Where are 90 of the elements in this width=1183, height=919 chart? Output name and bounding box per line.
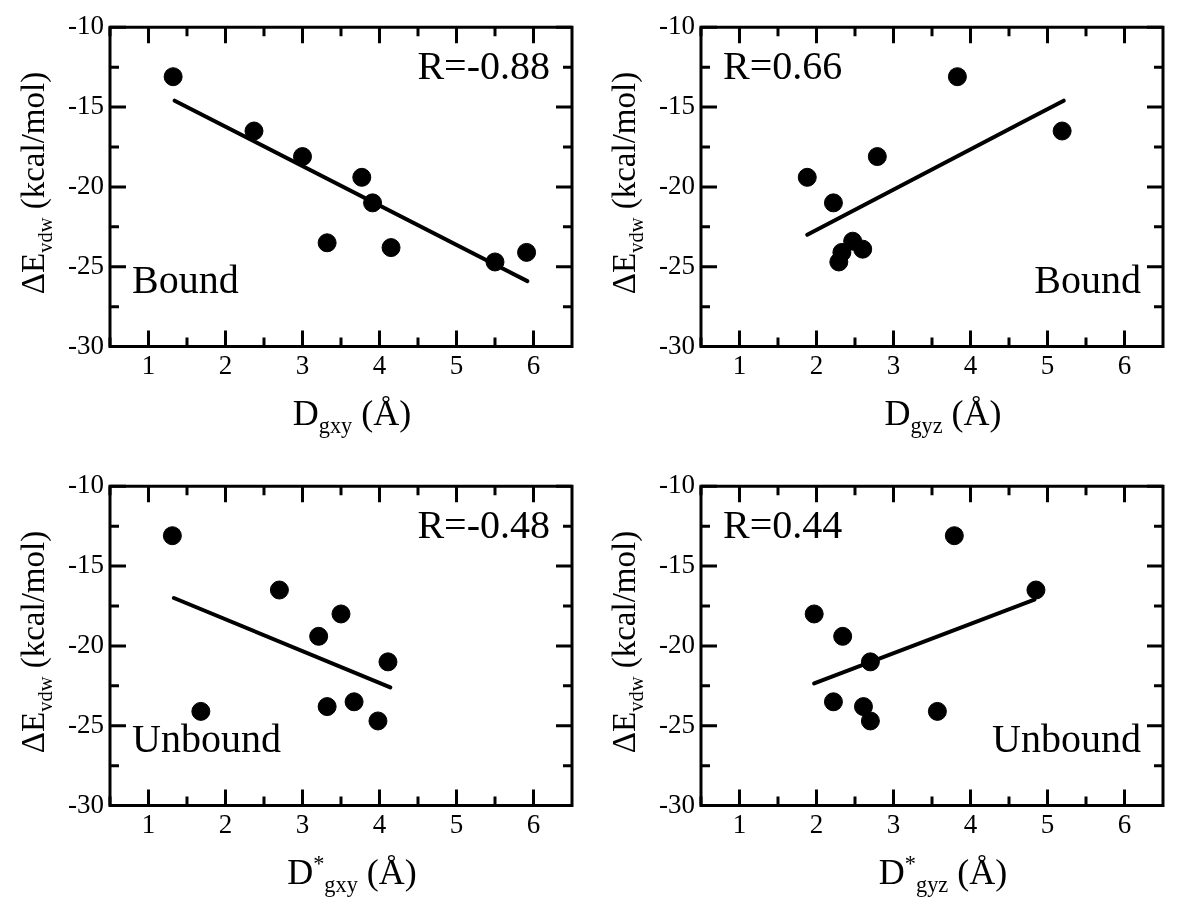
x-tick-label: 6 <box>526 349 541 380</box>
point <box>853 239 873 259</box>
x-tick-label: 6 <box>526 808 541 839</box>
y-tick-label: -15 <box>67 549 104 580</box>
point <box>381 238 401 258</box>
y-tick-label: -10 <box>658 469 695 500</box>
point <box>378 652 398 672</box>
y-tick-label: -20 <box>658 169 695 200</box>
point <box>368 711 388 731</box>
x-tick-label: 1 <box>141 808 156 839</box>
y-tick-label: -30 <box>658 329 695 360</box>
point <box>833 626 853 646</box>
annotation: Bound <box>1034 257 1141 303</box>
annotation: R=-0.48 <box>417 502 550 548</box>
y-tick-label: -20 <box>658 628 695 659</box>
point <box>317 233 337 253</box>
y-tick-label: -20 <box>67 169 104 200</box>
point <box>944 526 964 546</box>
point <box>162 526 182 546</box>
y-tick-label: -15 <box>658 90 695 121</box>
x-tick-label: 3 <box>295 349 310 380</box>
annotation: Bound <box>131 257 239 303</box>
point <box>804 604 824 624</box>
x-axis-title: D$_{gxy}$ (Å) <box>292 392 412 440</box>
point <box>293 147 312 167</box>
y-tick-label: -30 <box>658 788 695 819</box>
annotation: R=0.66 <box>722 43 843 89</box>
point <box>1026 580 1046 600</box>
x-tick-label: 1 <box>732 808 747 839</box>
point <box>927 701 947 721</box>
y-tick-label: -25 <box>658 249 695 280</box>
y-tick-label: -25 <box>658 708 695 739</box>
point <box>823 692 843 712</box>
x-tick-label: 3 <box>886 808 901 839</box>
x-tick-label: 2 <box>218 349 233 380</box>
y-tick-label: -10 <box>67 10 104 41</box>
x-tick-label: 5 <box>449 349 464 380</box>
x-axis-title: D$^{*}$$_{gyz}$ (Å) <box>878 851 1008 899</box>
point <box>853 697 873 717</box>
point <box>352 167 372 187</box>
annotation: R=0.44 <box>722 502 843 548</box>
point <box>269 580 289 600</box>
point <box>867 147 887 167</box>
x-axis-title: D$_{gyz}$ (Å) <box>884 392 1002 440</box>
point <box>485 252 505 272</box>
y-tick-label: -30 <box>67 788 104 819</box>
y-tick-label: -20 <box>67 628 104 659</box>
point <box>517 242 537 262</box>
x-tick-label: 5 <box>1040 349 1055 380</box>
x-tick-label: 6 <box>1117 808 1132 839</box>
y-tick-label: -10 <box>67 469 104 500</box>
point <box>331 604 351 624</box>
x-tick-label: 6 <box>1117 349 1132 380</box>
x-tick-label: 1 <box>141 349 156 380</box>
point <box>344 692 364 712</box>
x-tick-label: 4 <box>963 349 978 380</box>
x-tick-label: 4 <box>372 349 387 380</box>
x-tick-label: 5 <box>449 808 464 839</box>
y-tick-label: -30 <box>67 329 104 360</box>
x-tick-label: 3 <box>295 808 310 839</box>
x-tick-label: 4 <box>372 808 387 839</box>
annotation: Unbound <box>992 716 1141 762</box>
point <box>947 67 967 87</box>
point <box>163 67 183 87</box>
y-tick-label: -10 <box>658 10 695 41</box>
point <box>797 167 817 187</box>
x-tick-label: 2 <box>809 349 824 380</box>
point <box>191 701 211 721</box>
point <box>1052 121 1072 141</box>
x-tick-label: 2 <box>218 808 233 839</box>
y-tick-label: -25 <box>67 708 104 739</box>
point <box>309 626 329 646</box>
x-tick-label: 5 <box>1040 808 1055 839</box>
x-axis-title: D$^{*}$$_{gxy}$ (Å) <box>287 851 417 899</box>
annotation: R=-0.88 <box>417 43 550 89</box>
point <box>823 193 843 213</box>
point <box>317 697 337 717</box>
y-tick-label: -15 <box>658 549 695 580</box>
annotation: Unbound <box>131 716 281 762</box>
y-tick-label: -15 <box>67 90 104 121</box>
x-tick-label: 2 <box>809 808 824 839</box>
point <box>244 121 264 141</box>
x-tick-label: 3 <box>886 349 901 380</box>
x-tick-label: 4 <box>963 808 978 839</box>
point <box>363 193 383 213</box>
point <box>860 652 880 672</box>
y-tick-label: -25 <box>67 249 104 280</box>
x-tick-label: 1 <box>732 349 747 380</box>
point <box>832 242 852 262</box>
point <box>860 711 880 731</box>
